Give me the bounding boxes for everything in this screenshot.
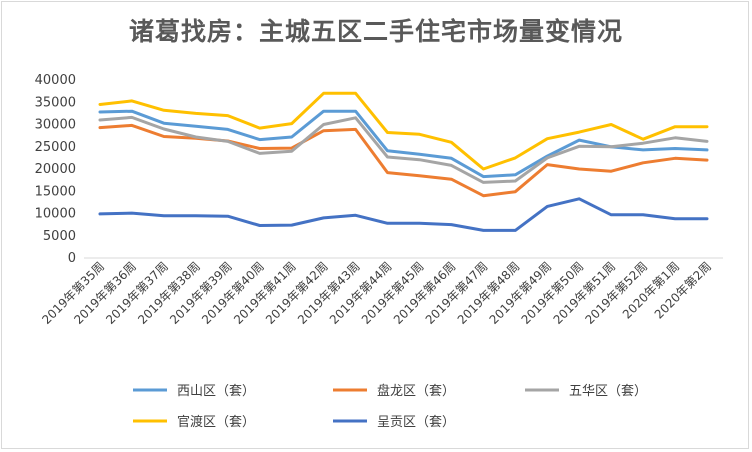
y-tick-label: 20000 — [35, 162, 76, 177]
legend-label-1: 盘龙区（套） — [377, 383, 455, 399]
legend-label-3: 官渡区（套） — [177, 414, 255, 430]
y-tick-label: 30000 — [35, 118, 76, 133]
y-tick-label: 40000 — [35, 73, 76, 88]
x-axis: 2019年第35周2019年第36周2019年第37周2019年第38周2019… — [39, 257, 723, 327]
series-lines — [98, 91, 709, 232]
y-tick-label: 35000 — [35, 95, 76, 110]
y-tick-label: 0 — [68, 251, 76, 266]
series-line-2 — [98, 115, 709, 184]
x-tick-label: 2020年第2周 — [652, 259, 714, 321]
legend: 西山区（套） 盘龙区（套） 五华区（套） 官渡区（套） 呈贡区（套） — [133, 383, 647, 430]
legend-label-4: 呈贡区（套） — [377, 414, 455, 430]
y-tick-label: 10000 — [35, 207, 76, 222]
y-axis: 0 5000 10000 15000 20000 25000 30000 35000 40000 — [35, 73, 76, 266]
legend-label-0: 西山区（套） — [177, 383, 255, 399]
series-line-4 — [98, 197, 709, 232]
y-tick-label: 25000 — [35, 140, 76, 155]
chart-title: 诸葛找房：主城五区二手住宅市场量变情况 — [128, 17, 623, 46]
y-tick-label: 5000 — [43, 229, 76, 244]
series-line-0 — [98, 109, 709, 179]
series-line-3 — [98, 91, 709, 171]
y-tick-label: 15000 — [35, 184, 76, 199]
legend-label-2: 五华区（套） — [569, 383, 647, 399]
